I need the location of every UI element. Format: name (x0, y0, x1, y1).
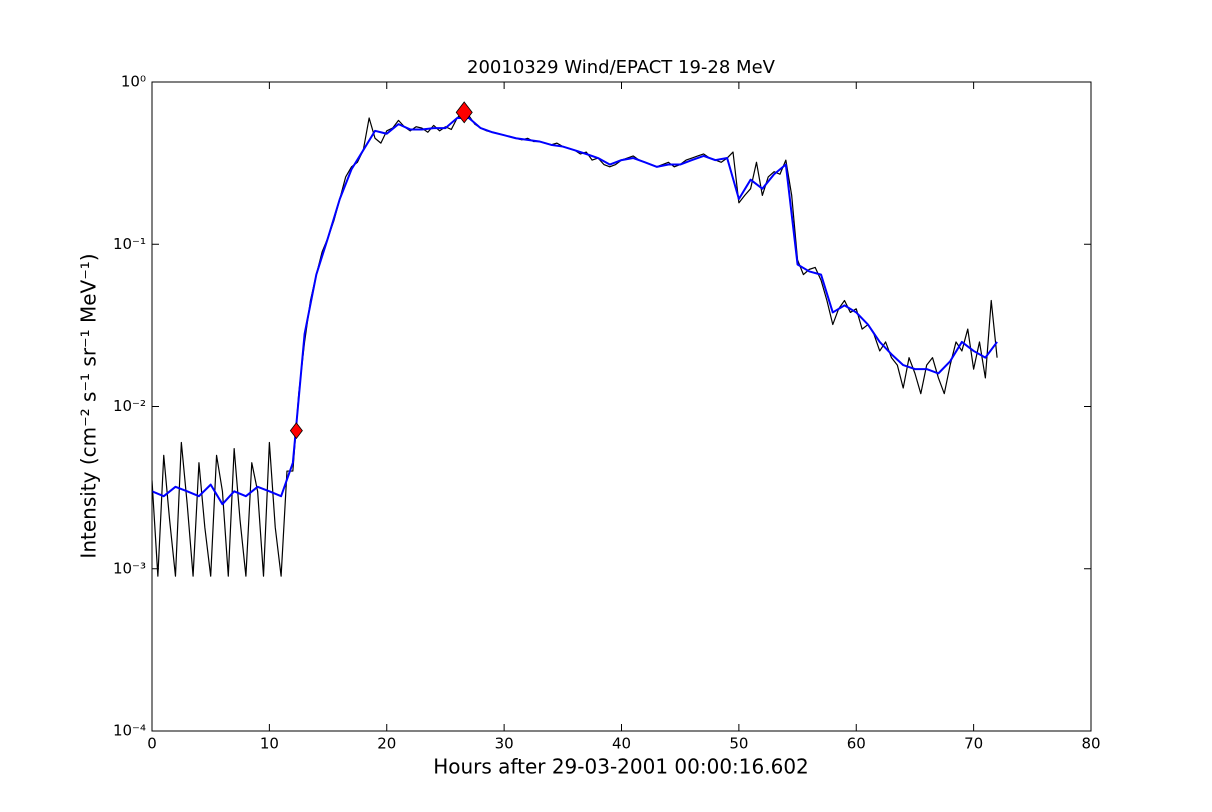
x-tick-label: 40 (612, 735, 631, 753)
marker (289, 422, 303, 440)
marker (455, 101, 473, 124)
y-tick-label: 10⁻⁴ (113, 722, 146, 740)
y-tick-label: 10⁻³ (113, 559, 146, 577)
x-tick-label: 50 (729, 735, 748, 753)
x-tick-label: 70 (964, 735, 983, 753)
x-axis-label: Hours after 29-03-2001 00:00:16.602 (433, 755, 809, 779)
y-tick-label: 10⁻¹ (113, 235, 146, 253)
chart-title: 20010329 Wind/EPACT 19-28 MeV (467, 57, 776, 78)
y-tick-label: 10⁰ (121, 73, 146, 91)
x-tick-label: 30 (495, 735, 514, 753)
x-tick-label: 80 (1081, 735, 1100, 753)
y-tick-label: 10⁻² (113, 397, 146, 415)
x-tick-label: 20 (377, 735, 396, 753)
x-tick-label: 60 (847, 735, 866, 753)
x-tick-label: 10 (260, 735, 279, 753)
y-axis-label: Intensity (cm⁻² s⁻¹ sr⁻¹ MeV⁻¹) (77, 253, 101, 558)
line (152, 116, 998, 506)
x-tick-label: 0 (147, 735, 157, 753)
